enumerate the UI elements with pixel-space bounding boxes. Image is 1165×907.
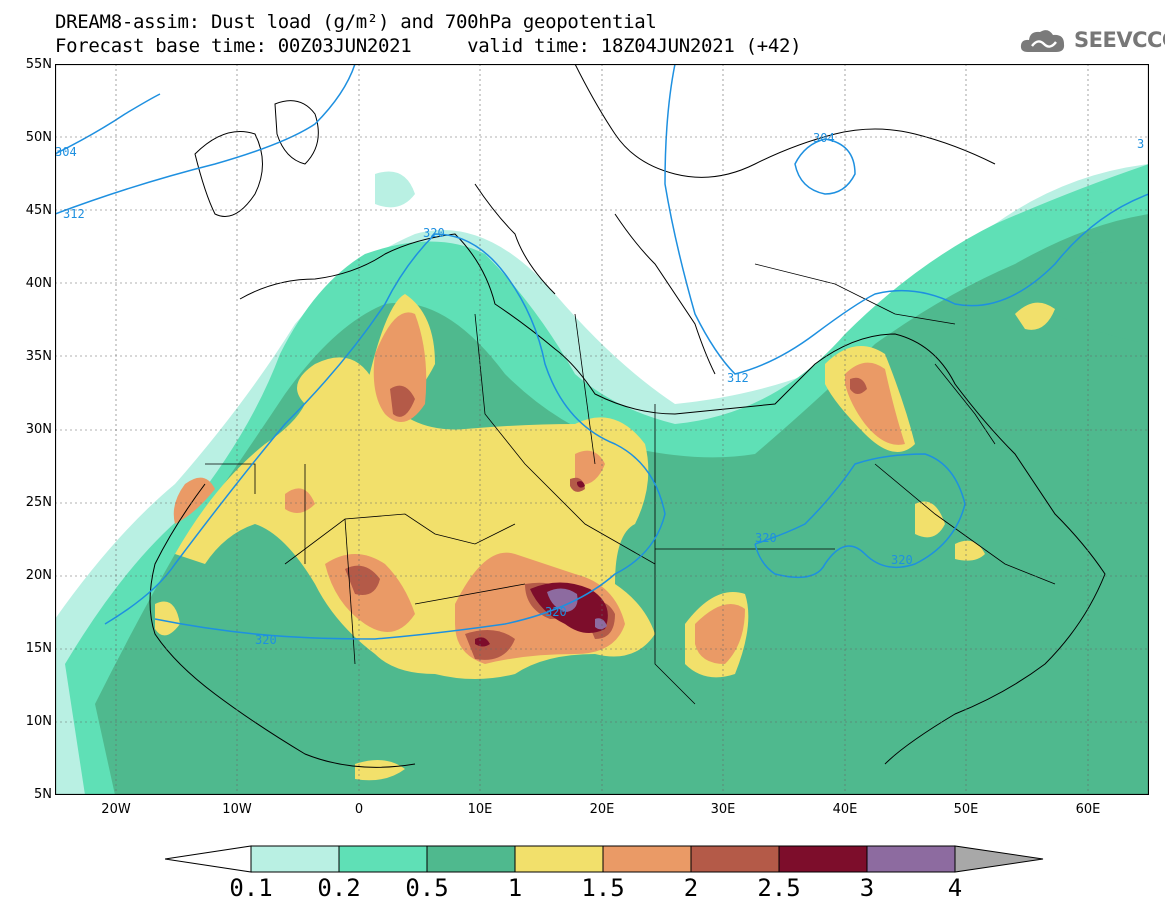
map-subtitle: Forecast base time: 00Z03JUN2021 valid t… [55, 35, 802, 57]
lat-label: 5N [34, 787, 52, 802]
cloud-icon [1020, 30, 1065, 52]
colorbar-swatch [602, 845, 692, 873]
colorbar-label: 2.5 [757, 874, 801, 902]
lat-label: 20N [25, 568, 52, 583]
lat-label: 30N [25, 422, 52, 437]
lat-label: 40N [25, 276, 52, 291]
colorbar-swatch [778, 845, 868, 873]
lat-label: 15N [25, 641, 52, 656]
dust-level-3 [547, 588, 607, 630]
dust-level-2 [345, 377, 867, 660]
coastlines [149, 64, 1106, 768]
colorbar-label: 4 [947, 874, 963, 902]
lat-label: 45N [25, 203, 52, 218]
colorbar-below-triangle [165, 845, 252, 873]
contour-labels: 304 312 320 304 312 320 320 320 320 3 [55, 131, 1144, 647]
colorbar-swatch [514, 845, 604, 873]
lon-label: 50E [953, 802, 979, 817]
contour-label: 320 [423, 226, 445, 240]
seevccc-logo: SEEVCCC [1018, 24, 1165, 56]
lat-label: 50N [25, 130, 52, 145]
colorbar-label: 1 [507, 874, 523, 902]
colorbar-swatch [690, 845, 780, 873]
lon-label: 0 [354, 802, 364, 817]
contour-label: 320 [891, 553, 913, 567]
lon-label: 10E [467, 802, 493, 817]
contour-label: 3 [1137, 137, 1144, 151]
colorbar-above-triangle [954, 845, 1044, 873]
colorbar-swatch [426, 845, 516, 873]
graticule [55, 64, 1149, 795]
contour-label: 312 [63, 207, 85, 221]
lon-label: 10W [222, 802, 252, 817]
colorbar-label: 3 [859, 874, 875, 902]
contour-label: 320 [545, 605, 567, 619]
lon-label: 40E [832, 802, 858, 817]
colorbar-label: 0.5 [405, 874, 449, 902]
colorbar-label: 0.2 [317, 874, 361, 902]
colorbar-label: 2 [683, 874, 699, 902]
colorbar-swatch [250, 845, 340, 873]
lon-label: 20E [589, 802, 615, 817]
dust-map: 304 312 320 304 312 320 320 320 320 3 [55, 64, 1149, 795]
geopotential-contours [55, 64, 1149, 640]
lon-label: 60E [1075, 802, 1101, 817]
lat-label: 55N [25, 57, 52, 72]
lon-label: 30E [710, 802, 736, 817]
contour-label: 312 [727, 371, 749, 385]
colorbar-swatch [338, 845, 428, 873]
lat-label: 25N [25, 495, 52, 510]
map-title: DREAM8-assim: Dust load (g/m²) and 700hP… [55, 11, 657, 33]
contour-label: 304 [813, 131, 835, 145]
colorbar-swatch [866, 845, 956, 873]
contour-label: 320 [755, 531, 777, 545]
colorbar [165, 845, 1044, 873]
colorbar-label: 1.5 [581, 874, 625, 902]
contour-label: 320 [255, 633, 277, 647]
contour-label: 304 [55, 145, 77, 159]
lat-label: 10N [25, 714, 52, 729]
colorbar-label: 0.1 [229, 874, 273, 902]
lat-label: 35N [25, 349, 52, 364]
logo-text: SEEVCCC [1074, 28, 1165, 52]
lon-label: 20W [101, 802, 131, 817]
